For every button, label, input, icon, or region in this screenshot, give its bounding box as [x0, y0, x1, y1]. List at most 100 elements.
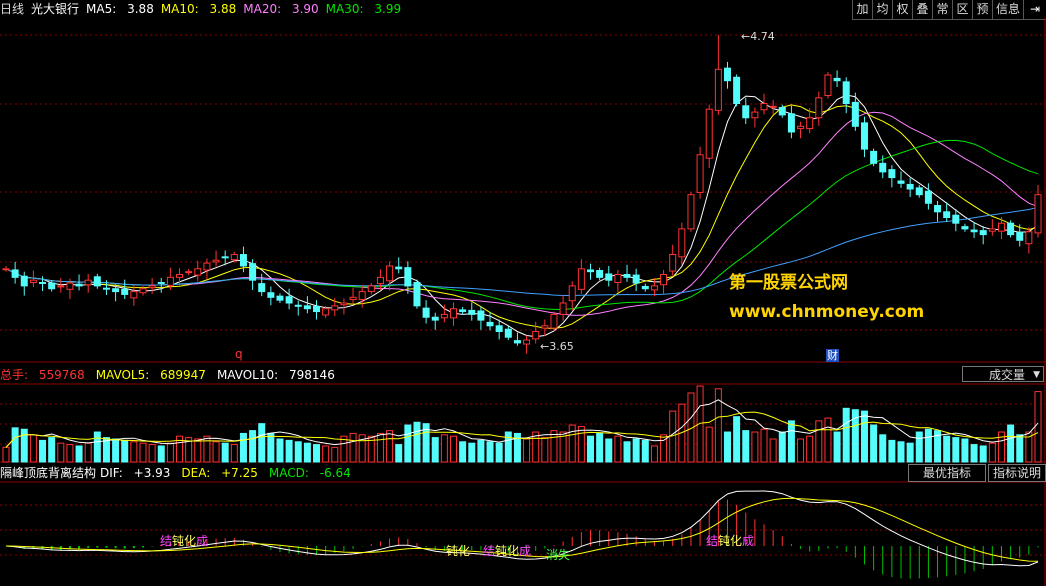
volume-bar	[48, 437, 56, 463]
toolbar-button-overlay[interactable]: 叠	[912, 0, 932, 20]
volume-bar	[787, 420, 795, 463]
candle-body	[285, 296, 293, 304]
marker-finance[interactable]: 财	[826, 349, 839, 362]
volume-bar	[203, 435, 211, 463]
toolbar-button-common[interactable]: 常	[932, 0, 952, 20]
candle-body	[906, 183, 914, 190]
toolbar-button-range[interactable]: 区	[952, 0, 972, 20]
exit-icon[interactable]: ⇥	[1023, 0, 1046, 20]
candle-body	[623, 274, 631, 278]
volume-bar	[267, 432, 275, 463]
dif-value: +3.93	[133, 466, 171, 480]
candle-body	[696, 154, 704, 193]
volume-bar	[860, 410, 868, 463]
toolbar-button-rights[interactable]: 权	[892, 0, 912, 20]
candle-body	[532, 331, 540, 340]
volume-bar	[29, 434, 37, 463]
period-label: 日线	[0, 2, 25, 16]
candle-body	[431, 316, 439, 321]
candle-body	[979, 230, 987, 236]
candle-body	[550, 313, 558, 329]
candle-body	[395, 266, 403, 270]
candle-body	[760, 103, 768, 111]
volume-bar	[431, 437, 439, 463]
macd-lines	[5, 490, 1039, 567]
volume-bar	[1016, 434, 1024, 463]
toolbar-button-add[interactable]: 加	[852, 0, 872, 20]
candle-body	[48, 282, 56, 290]
candle-body	[176, 274, 184, 278]
volume-bar	[550, 430, 558, 463]
marker-q[interactable]: q	[235, 347, 243, 361]
toolbar-button-info[interactable]: 信息	[992, 0, 1023, 20]
total-volume-value: 559768	[38, 368, 85, 382]
volume-bar	[943, 435, 951, 463]
candle-body	[705, 108, 713, 159]
indicator-help-button[interactable]: 指标说明	[988, 464, 1046, 482]
toolbar-button-average[interactable]: 均	[872, 0, 892, 20]
candle-body	[915, 187, 923, 196]
volume-bar	[404, 424, 412, 463]
watermark-title: 第一股票公式网	[729, 273, 848, 293]
volume-bar	[20, 428, 28, 463]
candle-body	[276, 295, 284, 301]
candle-body	[66, 282, 74, 290]
candle-body	[714, 68, 722, 111]
ma5-value: 3.88	[127, 2, 154, 16]
volume-bar	[888, 439, 896, 463]
volume-bar	[504, 431, 512, 463]
candle-body	[1025, 231, 1033, 245]
volume-bar	[988, 442, 996, 463]
volume-bar	[239, 432, 247, 463]
candle-body	[1016, 231, 1024, 241]
candle-body	[687, 194, 695, 230]
volume-bar	[212, 441, 220, 463]
candle-body	[970, 229, 978, 233]
candle-body	[605, 273, 613, 281]
ma60-line	[5, 206, 1039, 296]
mavol10-line	[5, 411, 1039, 448]
candle-body	[660, 274, 668, 286]
best-indicator-button[interactable]: 最优指标	[908, 464, 986, 482]
candle-body	[20, 275, 28, 287]
volume-bar	[294, 441, 302, 463]
dea-line	[5, 497, 1039, 562]
volume-bar	[176, 435, 184, 463]
volume-bar	[586, 435, 594, 463]
volume-bar	[851, 409, 859, 463]
candle-body	[221, 256, 229, 259]
candle-body	[851, 101, 859, 127]
volume-bar	[842, 407, 850, 463]
volume-bars	[2, 385, 1042, 463]
candle-body	[1034, 194, 1042, 234]
macd-header: 隔峰顶底背离结构 DIF: +3.93 DEA: +7.25 MACD: -6.64	[0, 464, 365, 482]
volume-bar	[897, 441, 905, 463]
candle-body	[459, 309, 467, 313]
volume-bar	[112, 438, 120, 463]
toolbar-button-predict[interactable]: 预	[972, 0, 992, 20]
toolbar: 加 均 权 叠 常 区 预 信息 ⇥	[852, 0, 1046, 20]
volume-bar	[185, 437, 193, 463]
volume-bar	[102, 437, 110, 463]
volume-ma-lines	[5, 399, 1039, 448]
volume-bar	[440, 434, 448, 463]
volume-bar	[596, 432, 604, 463]
macd-annotation-3: 结钝化成	[483, 544, 532, 558]
candle-body	[596, 270, 604, 278]
volume-bar	[139, 442, 147, 463]
volume-bar	[769, 438, 777, 463]
indicator-dropdown[interactable]: 成交量 ▼	[962, 366, 1044, 382]
candle-body	[166, 276, 174, 286]
dif-label: DIF: +3.93	[100, 466, 171, 480]
ma10-line	[5, 104, 1039, 329]
volume-bar	[194, 438, 202, 463]
volume-bar	[340, 435, 348, 463]
volume-bar	[879, 434, 887, 463]
volume-bar	[386, 430, 394, 463]
volume-bar	[970, 444, 978, 463]
candle-body	[130, 291, 138, 299]
dea-value: +7.25	[221, 466, 258, 480]
mavol10-label: MAVOL10: 798146	[216, 368, 335, 382]
ma20-label: MA20: 3.90	[243, 2, 319, 16]
volume-bar	[532, 431, 540, 463]
